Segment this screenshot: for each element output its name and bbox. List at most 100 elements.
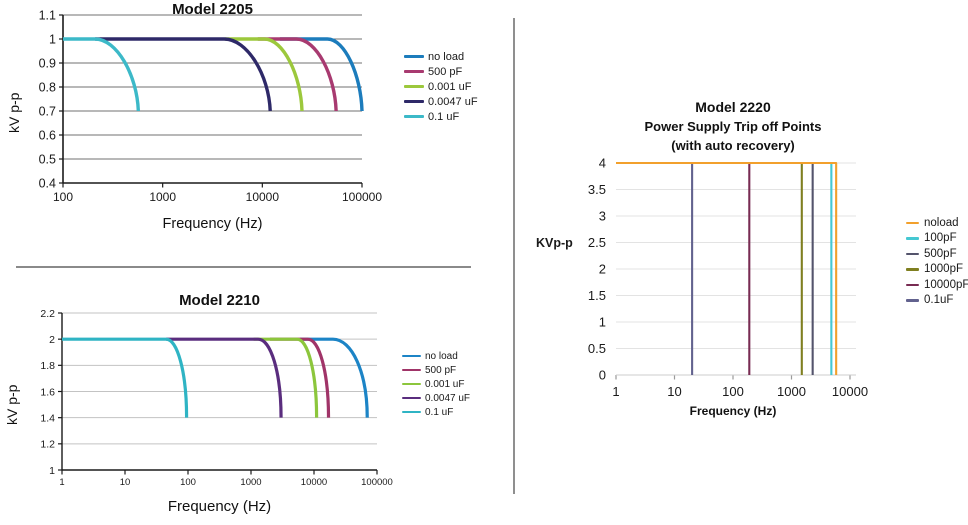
chart3-subtitle-2: (with auto recovery) [671,138,795,153]
chart2-legend: no load 500 pF 0.001 uF 0.0047 uF 0.1 uF [402,349,470,419]
chart3-title: Model 2220 [695,99,771,115]
y-tick-label: 1 [49,465,55,477]
y-tick-label: 1.4 [40,412,55,424]
legend-color-chip [404,115,424,118]
legend-item: 500 pF [404,64,478,79]
series-line-no-load [300,337,369,418]
x-tick-label: 1000 [240,477,261,488]
legend-color-chip [906,268,919,271]
legend-label: noload [924,216,959,229]
x-tick-label: 100000 [342,190,382,204]
y-tick-label: 1.5 [588,288,606,303]
x-tick-label: 100 [722,384,744,399]
y-tick-label: 0.4 [39,177,56,191]
chart3-legend: noload 100pF 500pF 1000pF 10000pF 0.1uF [906,215,968,308]
chart2-title: Model 2210 [179,292,260,309]
chart3-plot: 43.532.521.510.501 10 100 1000 10000 [588,156,868,399]
chart3-x-axis-label: Frequency (Hz) [689,404,777,418]
legend-color-chip [402,396,421,400]
series-line-0.0047-uF [95,37,272,112]
legend-label: 1000pF [924,263,964,276]
legend-item: 0.1 uF [402,405,470,419]
legend-label: 500 pF [425,364,457,376]
y-tick-label: 1 [49,33,56,47]
y-tick-label: 0.9 [39,57,56,71]
legend-color-chip [404,70,424,73]
x-tick-label: 100 [53,190,73,204]
legend-label: 500 pF [428,65,463,78]
legend-item: 0.0047 uF [402,391,470,405]
chart1-x-axis-label: Frequency (Hz) [162,216,263,232]
y-tick-label: 0.5 [588,341,606,356]
x-tick-label: 10000 [301,477,327,488]
x-tick-label: 1000 [149,190,176,204]
legend-item: 500pF [906,246,968,262]
legend-color-chip [906,237,919,240]
legend-color-chip [402,354,421,358]
legend-item: noload [906,215,968,231]
y-tick-label: 1.2 [40,439,55,451]
x-tick-label: 1 [612,384,619,399]
legend-item: 100pF [906,231,968,247]
legend-item: 0.001 uF [404,79,478,94]
legend-label: 10000pF [924,278,968,291]
x-tick-label: 100 [180,477,196,488]
x-tick-label: 10000 [246,190,280,204]
y-tick-label: 0.5 [39,153,56,167]
legend-color-chip [404,85,424,88]
series-line-no-load [279,37,364,112]
y-tick-label: 2 [49,334,55,346]
chart1-title: Model 2205 [172,1,253,18]
y-tick-label: 0 [599,368,606,383]
legend-item: 0.1 uF [404,109,478,124]
legend-label: 0.1 uF [428,110,460,123]
legend-label: no load [428,50,465,63]
legend-label: 0.0047 uF [425,392,471,404]
y-tick-label: 0.6 [39,129,56,143]
series-line-0.1-uF [63,37,141,112]
legend-label: 100pF [924,232,957,245]
legend-item: 1000pF [906,262,968,278]
y-tick-label: 4 [599,156,606,171]
y-tick-label: 0.8 [39,81,56,95]
y-tick-label: 1.8 [40,360,55,372]
legend-item: 0.1uF [906,293,968,309]
vertical-divider [513,18,515,494]
x-tick-label: 1 [59,477,64,488]
y-tick-label: 0.7 [39,105,56,119]
chart3-y-axis-label: KVp-p [536,236,573,250]
legend-color-chip [402,382,421,386]
series-line-0.0047-uF [166,337,283,418]
y-tick-label: 2.2 [40,308,55,320]
horizontal-divider [16,266,471,268]
legend-item: 0.001 uF [402,377,470,391]
y-tick-label: 1 [599,315,606,330]
legend-label: 0.001 uF [428,80,472,93]
legend-color-chip [404,55,424,58]
legend-color-chip [404,100,424,103]
chart1-legend: no load 500 pF 0.001 uF 0.0047 uF 0.1 uF [404,49,478,124]
chart2-x-axis-label: Frequency (Hz) [167,498,272,515]
x-tick-label: 1000 [777,384,806,399]
series-line-0.001-uF [253,337,319,418]
series-line-500-pF [269,337,331,418]
legend-color-chip [906,299,919,302]
legend-label: no load [425,350,458,362]
legend-label: 0.0047 uF [428,95,478,108]
legend-label: 500pF [924,247,957,260]
legend-color-chip [906,252,919,255]
legend-label: 0.1 uF [425,406,454,418]
legend-color-chip [402,368,421,372]
series-line-500-pF [257,37,338,112]
legend-item: 10000pF [906,277,968,293]
x-tick-label: 10 [667,384,681,399]
y-tick-label: 1.6 [40,386,55,398]
y-tick-label: 1.1 [39,9,56,23]
y-tick-label: 2.5 [588,235,606,250]
chart3-subtitle-1: Power Supply Trip off Points [644,119,822,134]
series-line-0.1-uF [62,337,189,418]
y-tick-label: 3.5 [588,182,606,197]
x-tick-label: 10 [120,477,131,488]
